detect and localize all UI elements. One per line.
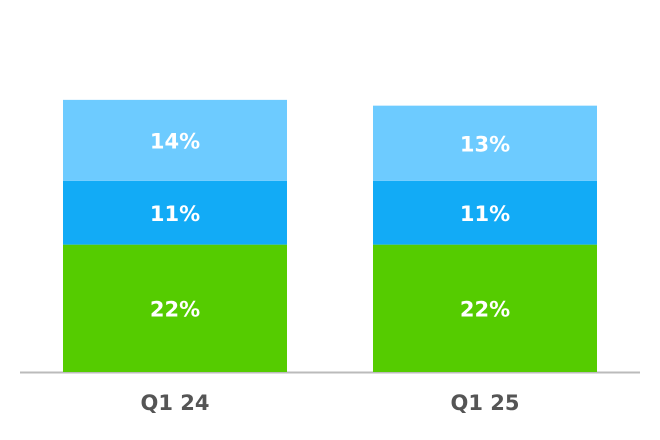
- bar-segment: [373, 180, 597, 245]
- value-label: 11%: [150, 202, 200, 226]
- bar-segment: [63, 99, 287, 181]
- value-label: 22%: [150, 297, 200, 321]
- bar-segment: [373, 105, 597, 181]
- bar-segment: [63, 244, 287, 372]
- value-label: 22%: [460, 297, 510, 321]
- category-label: Q1 24: [141, 391, 210, 415]
- bar-segment: [373, 244, 597, 372]
- bar-segment: [63, 180, 287, 245]
- category-label: Q1 25: [451, 391, 520, 415]
- value-label: 14%: [150, 129, 200, 153]
- value-label: 11%: [460, 202, 510, 226]
- value-label: 13%: [460, 132, 510, 156]
